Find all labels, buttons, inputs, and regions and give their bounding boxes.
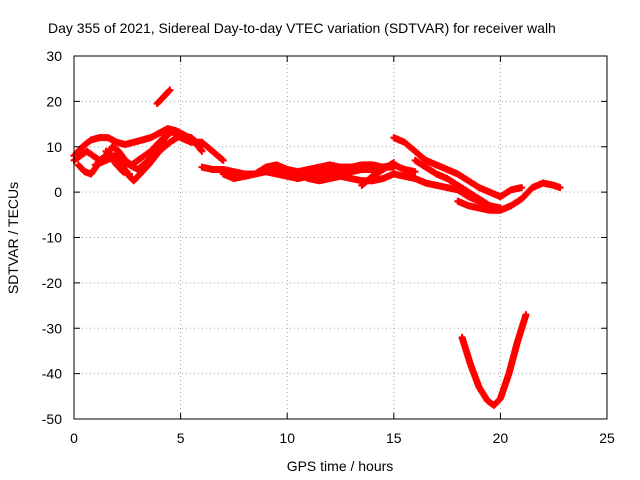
- data-point: [556, 184, 564, 192]
- y-tick-label: -10: [42, 230, 62, 246]
- data-point: [165, 87, 173, 95]
- series-track-4: [91, 131, 206, 185]
- y-tick-label: -20: [42, 275, 62, 291]
- x-tick-label: 0: [70, 430, 78, 446]
- grid: [74, 56, 607, 419]
- series-track-14: [458, 311, 530, 409]
- series-track-9: [241, 161, 419, 180]
- x-tick-label: 5: [177, 430, 185, 446]
- series-track-12: [411, 156, 504, 212]
- x-tick-label: 10: [279, 430, 295, 446]
- data-point: [390, 159, 398, 167]
- x-tick-label: 25: [599, 430, 615, 446]
- series-track-11: [390, 134, 526, 201]
- data-point: [218, 155, 226, 163]
- x-tick-label: 20: [493, 430, 509, 446]
- data-point: [197, 142, 205, 150]
- y-tick-label: 30: [46, 48, 62, 64]
- y-tick-label: -30: [42, 320, 62, 336]
- y-tick-label: -50: [42, 411, 62, 427]
- y-tick-label: -40: [42, 366, 62, 382]
- data-marks: [70, 86, 564, 409]
- data-point: [198, 143, 206, 151]
- y-tick-label: 20: [46, 93, 62, 109]
- data-point: [166, 86, 174, 94]
- y-axis-label: SDTVAR / TECUs: [5, 182, 21, 294]
- data-point: [522, 311, 530, 319]
- plot-frame: [73, 55, 608, 420]
- series-track-5: [102, 147, 133, 178]
- data-point: [219, 156, 227, 164]
- x-tick-label: 15: [386, 430, 402, 446]
- series-track-10: [358, 159, 398, 189]
- axis-ticks: 0 5 10 15 20 25 30 20 10 0 -10 -20 -30 -40 -50: [42, 48, 615, 446]
- x-axis-label: GPS time / hours: [287, 458, 394, 474]
- data-point: [125, 170, 133, 178]
- series-track-6: [153, 86, 174, 108]
- series-track-13: [454, 179, 564, 214]
- y-tick-label: 0: [54, 184, 62, 200]
- data-point: [411, 168, 419, 176]
- chart-title: Day 355 of 2021, Sidereal Day-to-day VTE…: [48, 20, 556, 36]
- y-tick-label: 10: [46, 139, 62, 155]
- data-point: [518, 184, 526, 192]
